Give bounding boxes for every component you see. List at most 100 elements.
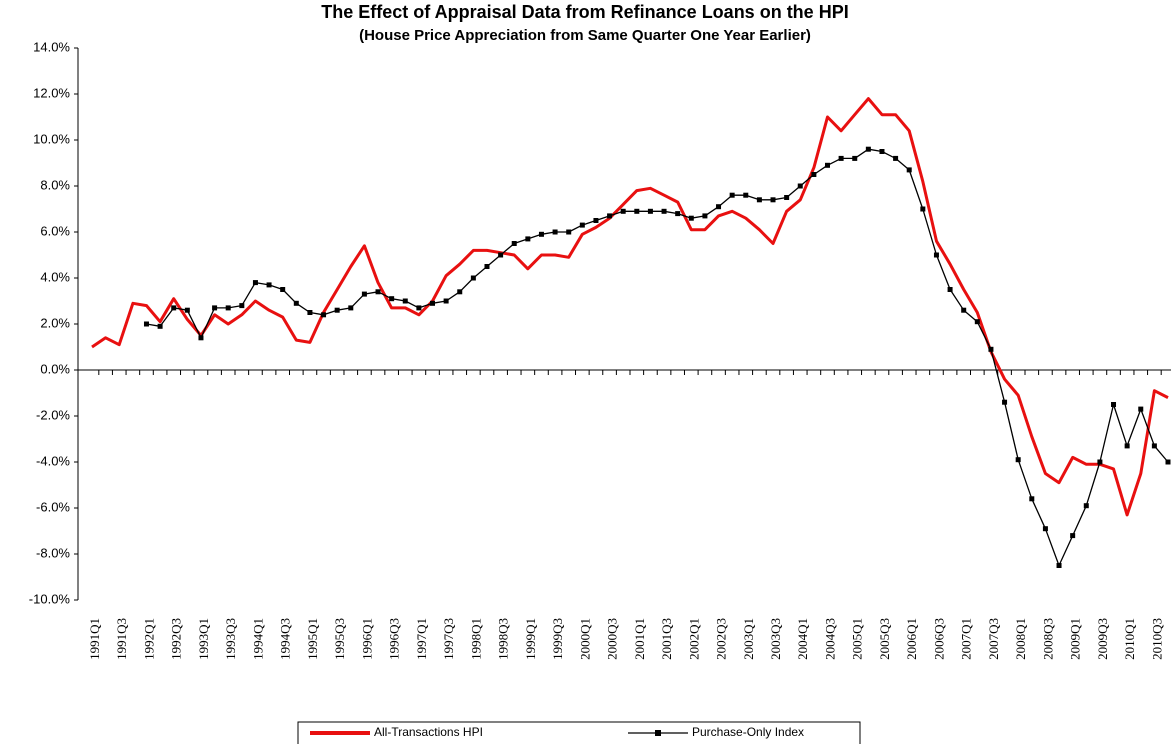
point-marker [661, 208, 667, 214]
point-marker [171, 305, 177, 311]
x-tick-label: 2006Q1 [904, 618, 919, 660]
point-marker [593, 218, 599, 223]
point-marker [252, 280, 258, 286]
x-tick-label: 1995Q3 [332, 618, 347, 660]
x-tick-label: 1999Q3 [550, 618, 565, 660]
point-marker [1097, 459, 1103, 465]
point-marker [961, 307, 967, 313]
x-tick-label: 2007Q1 [959, 618, 974, 660]
y-tick-label: -2.0% [36, 407, 70, 422]
x-tick-label: 1993Q1 [196, 618, 211, 660]
x-tick-label: 2001Q3 [659, 618, 674, 660]
x-tick-label: 1992Q1 [141, 618, 156, 660]
x-tick-label: 1997Q3 [441, 618, 456, 660]
point-marker [389, 296, 395, 302]
x-tick-label: 2005Q3 [877, 618, 892, 660]
point-marker [784, 195, 790, 200]
x-tick-label: 2006Q3 [931, 618, 946, 660]
point-marker [1151, 443, 1157, 449]
point-marker [348, 305, 354, 311]
x-tick-label: 1992Q3 [169, 618, 184, 660]
x-tick-label: 1994Q3 [278, 618, 293, 660]
point-marker [334, 307, 340, 313]
y-tick-label: 12.0% [33, 85, 70, 100]
point-marker [416, 305, 422, 311]
point-marker [375, 289, 381, 295]
y-tick-label: -4.0% [36, 453, 70, 468]
x-tick-label: 2010Q3 [1149, 618, 1164, 660]
point-marker [1042, 526, 1048, 532]
point-marker [797, 183, 803, 189]
x-tick-label: 2003Q3 [768, 618, 783, 660]
x-tick-label: 1998Q1 [468, 618, 483, 660]
point-marker [579, 222, 585, 228]
y-tick-label: -10.0% [29, 591, 71, 606]
point-marker [511, 241, 517, 246]
x-tick-label: 1991Q3 [114, 618, 129, 660]
point-marker [947, 287, 953, 292]
legend-box [297, 721, 861, 744]
x-tick-label: 2005Q1 [850, 618, 865, 660]
point-marker [1070, 533, 1076, 539]
point-marker [1138, 406, 1144, 412]
point-marker [811, 172, 817, 177]
point-marker [906, 167, 912, 173]
point-marker [634, 208, 640, 214]
x-tick-label: 2002Q1 [686, 618, 701, 660]
y-tick-label: 10.0% [33, 131, 70, 146]
y-tick-label: 2.0% [40, 315, 70, 330]
x-tick-label: 1995Q1 [305, 618, 320, 660]
point-marker [743, 192, 749, 198]
point-marker [879, 149, 885, 154]
point-marker [920, 206, 926, 212]
point-marker [838, 155, 844, 161]
y-tick-label: 6.0% [40, 223, 70, 238]
point-marker [852, 155, 858, 161]
chart-title: The Effect of Appraisal Data from Refina… [321, 2, 848, 22]
point-marker [988, 346, 994, 352]
point-marker [893, 155, 899, 161]
point-marker [484, 264, 490, 269]
x-tick-label: 2009Q3 [1095, 618, 1110, 660]
point-marker [430, 300, 436, 306]
x-tick-label: 2009Q1 [1068, 618, 1083, 660]
x-tick-label: 1994Q1 [250, 618, 265, 660]
legend-label: Purchase-Only Index [692, 725, 804, 739]
x-tick-label: 2007Q3 [986, 618, 1001, 660]
point-marker [770, 197, 776, 203]
point-marker [675, 211, 681, 217]
point-marker [607, 213, 613, 219]
point-marker [266, 282, 272, 288]
y-tick-label: 4.0% [40, 269, 70, 284]
point-marker [865, 146, 871, 152]
point-marker [184, 307, 190, 313]
x-tick-label: 1999Q1 [523, 618, 538, 660]
point-marker [402, 298, 408, 304]
point-marker [702, 213, 708, 219]
point-marker [525, 236, 531, 242]
x-tick-label: 1996Q3 [387, 618, 402, 660]
point-marker [933, 252, 939, 258]
x-tick-label: 2008Q3 [1040, 618, 1055, 660]
point-marker [620, 208, 626, 214]
x-tick-label: 1998Q3 [496, 618, 511, 660]
y-tick-label: 14.0% [33, 39, 70, 54]
point-marker [225, 305, 231, 311]
point-marker [198, 335, 204, 341]
point-marker [1056, 563, 1062, 568]
point-marker [1029, 496, 1035, 502]
chart-subtitle: (House Price Appreciation from Same Quar… [359, 27, 811, 44]
point-marker [647, 208, 653, 214]
point-marker [1002, 399, 1008, 405]
point-marker [361, 291, 367, 297]
point-marker [756, 197, 762, 203]
legend-label: All-Transactions HPI [374, 725, 483, 739]
point-marker [1165, 459, 1171, 465]
x-tick-label: 2004Q1 [795, 618, 810, 660]
point-marker [470, 275, 476, 281]
series-line [146, 148, 1169, 567]
series-line [91, 97, 1169, 517]
point-marker [1124, 443, 1130, 449]
point-marker [1015, 457, 1021, 463]
point-marker [280, 287, 286, 292]
